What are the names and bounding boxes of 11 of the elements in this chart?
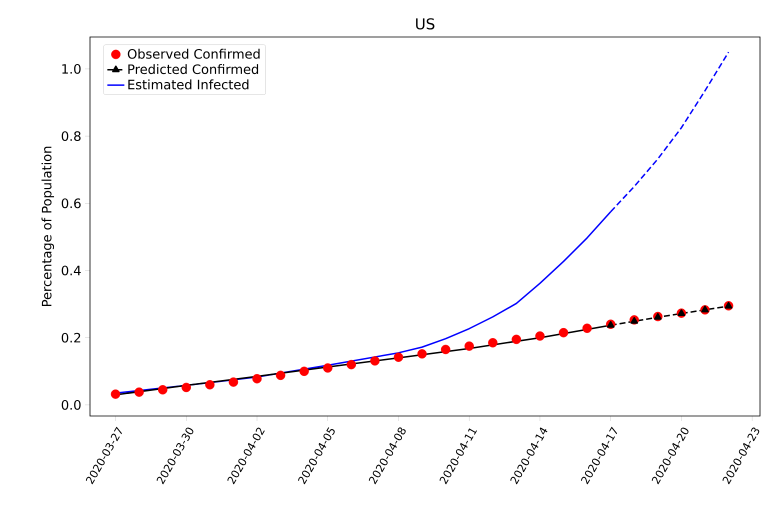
y-tick-label: 0.8 — [62, 131, 81, 142]
y-axis-title: Percentage of Population — [42, 146, 54, 306]
y-tick-label: 0.2 — [62, 332, 80, 343]
legend-label: Estimated Infected — [128, 79, 248, 90]
y-tick-label: 0.4 — [62, 266, 81, 276]
legend-label: Predicted Confirmed — [128, 64, 258, 74]
chart-title: US — [416, 18, 434, 30]
y-tick-label: 1.0 — [62, 64, 81, 74]
y-tick-label: 0.0 — [62, 400, 81, 410]
y-tick-label: 0.6 — [62, 198, 81, 208]
legend-label: Observed Confirmed — [128, 48, 260, 59]
